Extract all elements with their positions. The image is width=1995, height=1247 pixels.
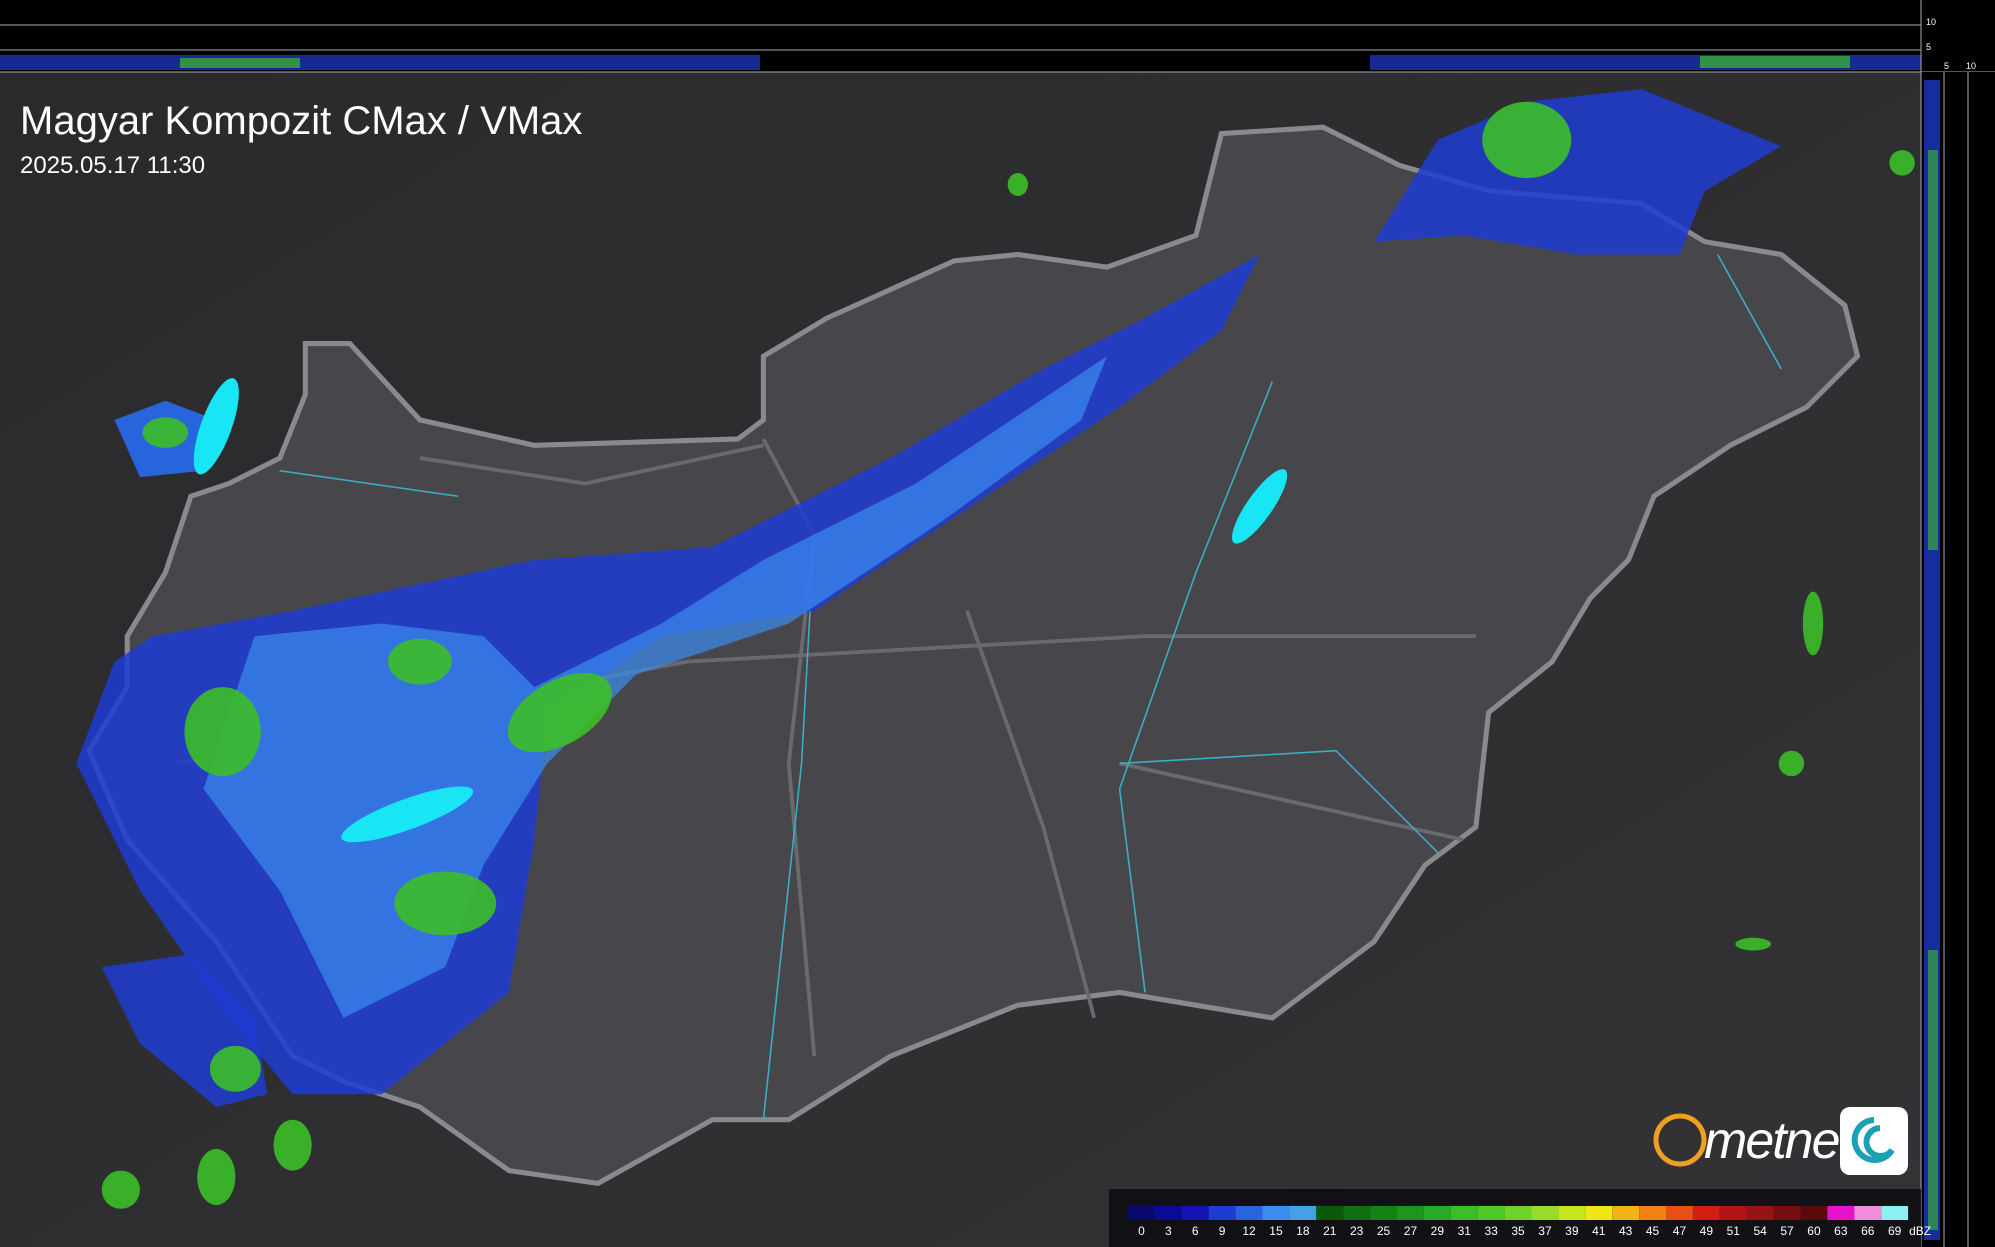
- legend-label: 23: [1350, 1224, 1364, 1238]
- lake: [193, 378, 239, 475]
- legend-label: 33: [1484, 1224, 1498, 1238]
- legend-swatch: [1343, 1206, 1371, 1220]
- legend-swatch: [1316, 1206, 1344, 1220]
- legend: 0 3 6 9 12 15 18 21 23 25 27 29 31 33 35 37 39 41 43 45 47 49…: [1128, 1206, 1931, 1238]
- profile-echo: [1928, 150, 1938, 550]
- legend-label: 21: [1323, 1224, 1337, 1238]
- legend-label: 41: [1592, 1224, 1606, 1238]
- radar-echo: [203, 356, 1107, 1018]
- map-title: Magyar Kompozit CMax / VMax: [20, 99, 582, 143]
- legend-label: 39: [1565, 1224, 1579, 1238]
- legend-label: 45: [1646, 1224, 1660, 1238]
- legend-label: 57: [1780, 1224, 1794, 1238]
- legend-swatch: [1558, 1206, 1586, 1220]
- profile-echo: [1928, 950, 1938, 1230]
- legend-swatch: [1397, 1206, 1424, 1220]
- legend-swatch: [1612, 1206, 1640, 1220]
- legend-swatch: [1881, 1206, 1909, 1220]
- scale-label: 10: [1926, 17, 1936, 27]
- legend-swatch: [1531, 1206, 1559, 1220]
- legend-swatch: [1235, 1206, 1263, 1220]
- legend-label: 29: [1431, 1224, 1445, 1238]
- legend-label: 27: [1404, 1224, 1418, 1238]
- legend-swatch: [1719, 1206, 1747, 1220]
- legend-swatch: [1154, 1206, 1182, 1220]
- legend-label: 3: [1165, 1224, 1172, 1238]
- legend-label: 12: [1242, 1224, 1256, 1238]
- legend-swatch: [1181, 1206, 1209, 1220]
- profile-echo: [180, 58, 300, 68]
- legend-label: 63: [1834, 1224, 1848, 1238]
- legend-swatch: [1639, 1206, 1666, 1220]
- legend-swatch: [1746, 1206, 1774, 1220]
- legend-swatch: [1585, 1206, 1613, 1220]
- legend-swatch: [1289, 1206, 1317, 1220]
- legend-label: 54: [1753, 1224, 1767, 1238]
- legend-label: 60: [1807, 1224, 1821, 1238]
- scale-label: 5: [1926, 42, 1931, 52]
- legend-label: 69: [1888, 1224, 1902, 1238]
- legend-label: 25: [1377, 1224, 1391, 1238]
- legend-swatch: [1504, 1206, 1532, 1220]
- radar-core: [101, 101, 1915, 1209]
- legend-label: 18: [1296, 1224, 1310, 1238]
- logo: metnet: [1653, 1107, 1908, 1175]
- legend-label: 9: [1219, 1224, 1226, 1238]
- legend-swatch: [1692, 1206, 1720, 1220]
- legend-swatch: [1450, 1206, 1478, 1220]
- map-layer: [76, 89, 1915, 1209]
- roads: [177, 438, 1476, 1057]
- rivers: [279, 254, 1782, 1120]
- legend-swatch: [1262, 1206, 1290, 1220]
- legend-label: 15: [1269, 1224, 1283, 1238]
- legend-swatch: [1666, 1206, 1693, 1220]
- legend-swatch: [1800, 1206, 1828, 1220]
- logo-swirl: [1851, 1117, 1895, 1163]
- legend-swatch: [1827, 1206, 1855, 1220]
- legend-label: 49: [1700, 1224, 1714, 1238]
- logo-icon: [1840, 1107, 1908, 1175]
- timestamp: 2025.05.17 11:30: [20, 152, 205, 179]
- legend-label: 37: [1538, 1224, 1552, 1238]
- legend-swatch: [1854, 1206, 1882, 1220]
- legend-label: 51: [1727, 1224, 1741, 1238]
- legend-label: 47: [1673, 1224, 1687, 1238]
- legend-swatch: [1477, 1206, 1505, 1220]
- lake: [341, 786, 474, 843]
- radar-echo: [1374, 89, 1782, 255]
- scale-label: 10: [1966, 61, 1976, 71]
- legend-swatch: [1370, 1206, 1397, 1220]
- lake: [1231, 469, 1288, 544]
- logo-text: metnet: [1704, 1112, 1856, 1170]
- legend-label: 66: [1861, 1224, 1875, 1238]
- scale-label: 5: [1944, 61, 1949, 71]
- legend-label: 6: [1192, 1224, 1199, 1238]
- legend-swatch: [1423, 1206, 1451, 1220]
- legend-unit: dBZ: [1909, 1224, 1931, 1238]
- legend-swatch: [1773, 1206, 1801, 1220]
- legend-swatch: [1128, 1206, 1155, 1220]
- profile-echo: [1700, 56, 1850, 68]
- legend-label: 31: [1458, 1224, 1472, 1238]
- profile-echo: [0, 55, 760, 70]
- legend-label: 35: [1511, 1224, 1525, 1238]
- legend-label: 43: [1619, 1224, 1633, 1238]
- legend-label: 0: [1138, 1224, 1145, 1238]
- legend-swatch: [1208, 1206, 1236, 1220]
- logo-sun: [1653, 1113, 1707, 1167]
